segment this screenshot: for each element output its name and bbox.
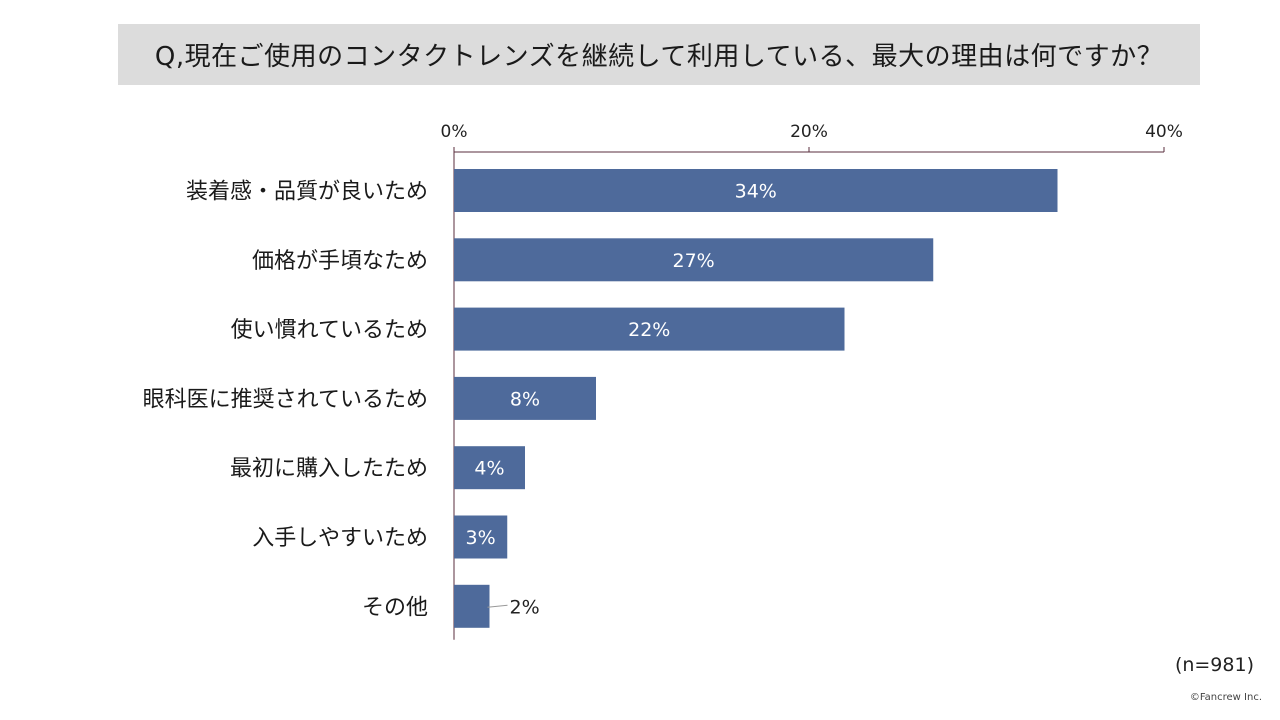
sample-size-note: (n=981) — [1174, 654, 1254, 676]
value-label: 34% — [735, 181, 777, 203]
bar — [454, 169, 1058, 212]
category-label: 最初に購入したため — [230, 457, 428, 482]
bar — [454, 376, 596, 420]
bar — [454, 446, 525, 490]
value-label: 3% — [466, 527, 496, 549]
value-label: 2% — [510, 596, 540, 618]
bar — [454, 515, 508, 559]
bar — [454, 584, 490, 628]
category-label: 価格が手頃なため — [252, 249, 428, 274]
category-label: 装着感・品質が良いため — [186, 180, 428, 205]
bar — [454, 307, 845, 351]
x-tick-label: 0% — [441, 122, 468, 142]
category-label: その他 — [362, 595, 428, 620]
question-title-bar: Q,現在ご使用のコンタクトレンズを継続して利用している、最大の理由は何ですか？ — [118, 24, 1200, 85]
category-label: 眼科医に推奨されているため — [143, 387, 428, 412]
value-label: 27% — [673, 250, 715, 272]
copyright-note: ©Fancrew Inc. — [1189, 692, 1262, 703]
value-leader-line — [487, 604, 508, 608]
x-tick-label: 20% — [790, 122, 828, 142]
bar — [454, 238, 934, 282]
value-label: 4% — [474, 458, 504, 480]
category-label: 使い慣れているため — [231, 318, 428, 343]
value-label: 8% — [510, 388, 540, 410]
value-label: 22% — [628, 319, 670, 341]
question-title: Q,現在ご使用のコンタクトレンズを継続して利用している、最大の理由は何ですか？ — [154, 42, 1164, 72]
x-tick-label: 40% — [1145, 122, 1183, 142]
category-label: 入手しやすいため — [252, 526, 428, 551]
